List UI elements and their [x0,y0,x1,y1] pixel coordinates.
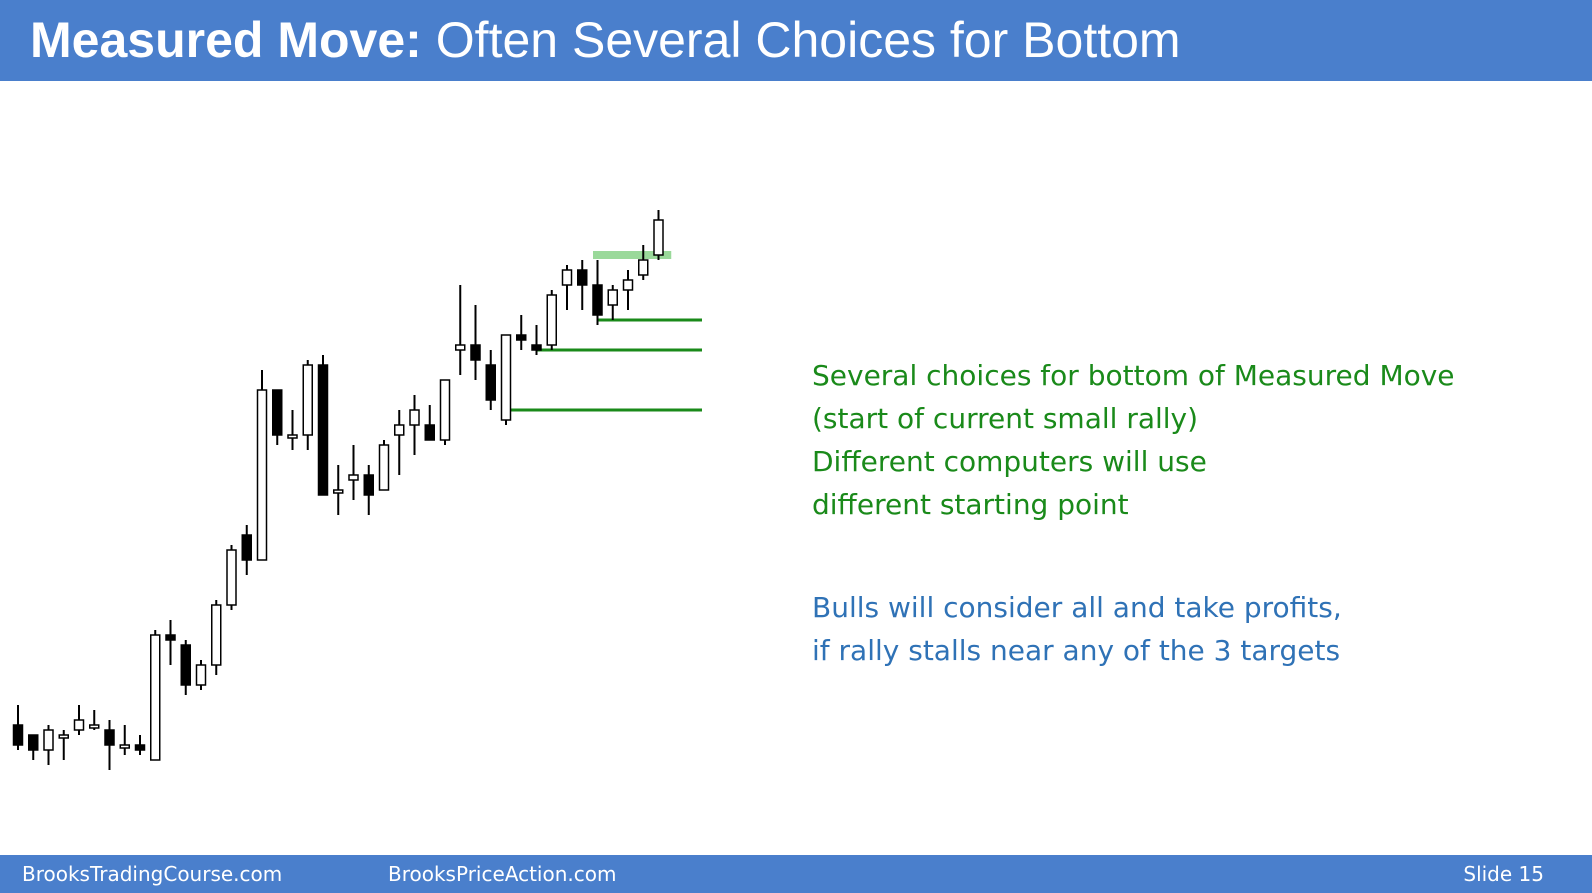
bear-candle [485,364,496,401]
bull-candle [561,269,573,286]
measured-move-note: Several choices for bottom of Measured M… [812,354,1572,526]
slide-number: Slide 15 [1463,862,1544,886]
bull-candle [546,294,557,346]
bull-candle [58,734,69,739]
bull-candle [226,549,237,606]
bear-candle [516,334,527,341]
note-line: Different computers will use [812,445,1207,478]
footer-course-site: BrooksTradingCourse.com [22,862,283,886]
bull-candle [43,729,54,751]
bull-candle [302,364,313,436]
bull-candle [73,719,85,731]
bull-candle [89,724,100,729]
footer-price-action-site: BrooksPriceAction.com [388,862,617,886]
bull-candle [455,344,466,351]
bull-candle [211,604,222,666]
bulls-note: Bulls will consider all and take profits… [812,586,1572,672]
slide-title: Measured Move: Often Several Choices for … [30,8,1181,72]
bear-candle [180,644,191,686]
bull-candle [439,379,451,441]
bull-candle [394,424,405,436]
note-line: Several choices for bottom of Measured M… [812,359,1455,392]
bull-candle [500,334,512,421]
slide-title-rest: Often Several Choices for Bottom [435,12,1181,68]
note-line: Bulls will consider all and take profits… [812,591,1342,624]
bull-candle [195,664,207,686]
candlestick-chart [12,210,702,770]
bear-candle [317,364,329,496]
bear-candle [272,389,283,436]
bull-candle [378,444,390,491]
note-line: different starting point [812,488,1129,521]
bull-candle [119,744,130,749]
bull-candle [622,279,634,291]
note-line: if rally stalls near any of the 3 target… [812,634,1341,667]
bear-candle [424,424,435,441]
bear-candle [363,474,374,496]
bear-candle [577,269,588,286]
target-zone [593,251,672,259]
bear-candle [12,724,24,746]
bull-candle [256,389,268,561]
bull-candle [333,489,344,494]
bear-candle [531,344,542,351]
note-line: (start of current small rally) [812,402,1199,435]
bear-candle [165,634,176,641]
bear-candle [592,284,603,316]
slide-title-bold: Measured Move: [30,12,422,68]
bull-candle [653,219,664,256]
bull-candle [638,259,649,276]
bull-candle [409,409,420,426]
bull-candle [150,634,161,761]
bear-candle [28,734,39,751]
footer-bar: BrooksTradingCourse.com BrooksPriceActio… [0,855,1592,893]
bull-candle [287,434,298,439]
bear-candle [241,534,252,561]
title-bar: Measured Move: Often Several Choices for … [0,0,1592,81]
bear-candle [470,344,481,361]
bull-candle [607,289,618,306]
bear-candle [104,729,115,746]
bull-candle [348,474,359,481]
bear-candle [134,744,146,751]
